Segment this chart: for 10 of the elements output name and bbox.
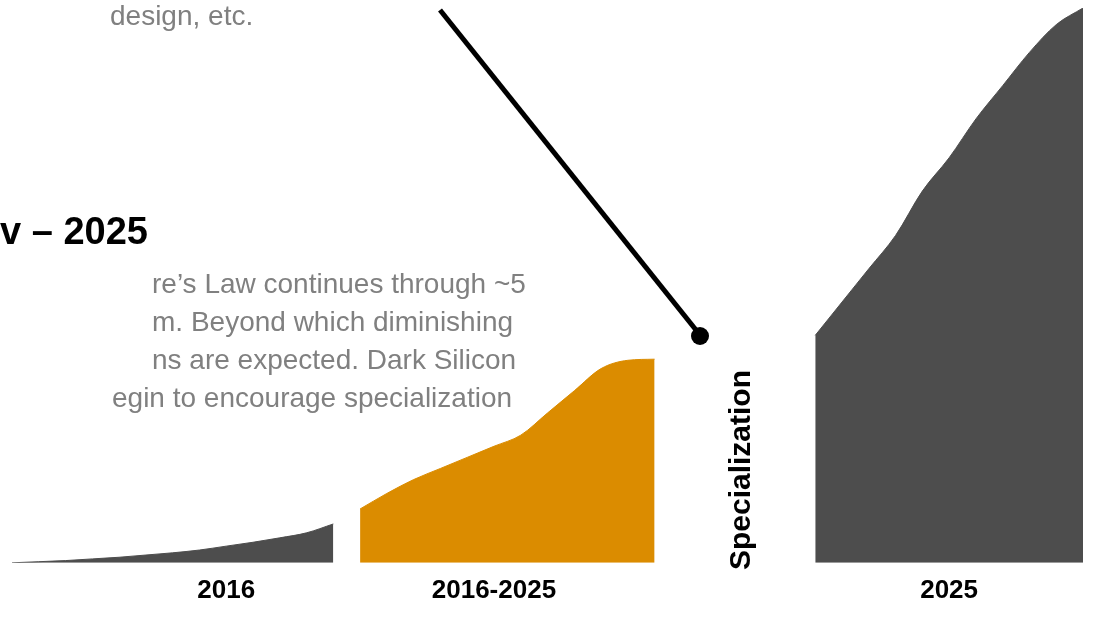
annotation: egin to encourage specialization	[112, 382, 513, 414]
annotation: ns are expected. Dark Silicon	[152, 344, 517, 376]
annotation: re’s Law continues through ~5	[152, 268, 526, 300]
x-tick-label: 2016-2025	[431, 573, 557, 604]
annotation: Specialization	[723, 369, 757, 571]
x-tick-label: 2025	[920, 573, 979, 604]
annotation: v – 2025	[0, 210, 148, 253]
x-tick-label: 2016	[197, 573, 256, 604]
annotation: design, etc.	[110, 0, 254, 32]
annotation: m. Beyond which diminishing	[152, 306, 514, 338]
